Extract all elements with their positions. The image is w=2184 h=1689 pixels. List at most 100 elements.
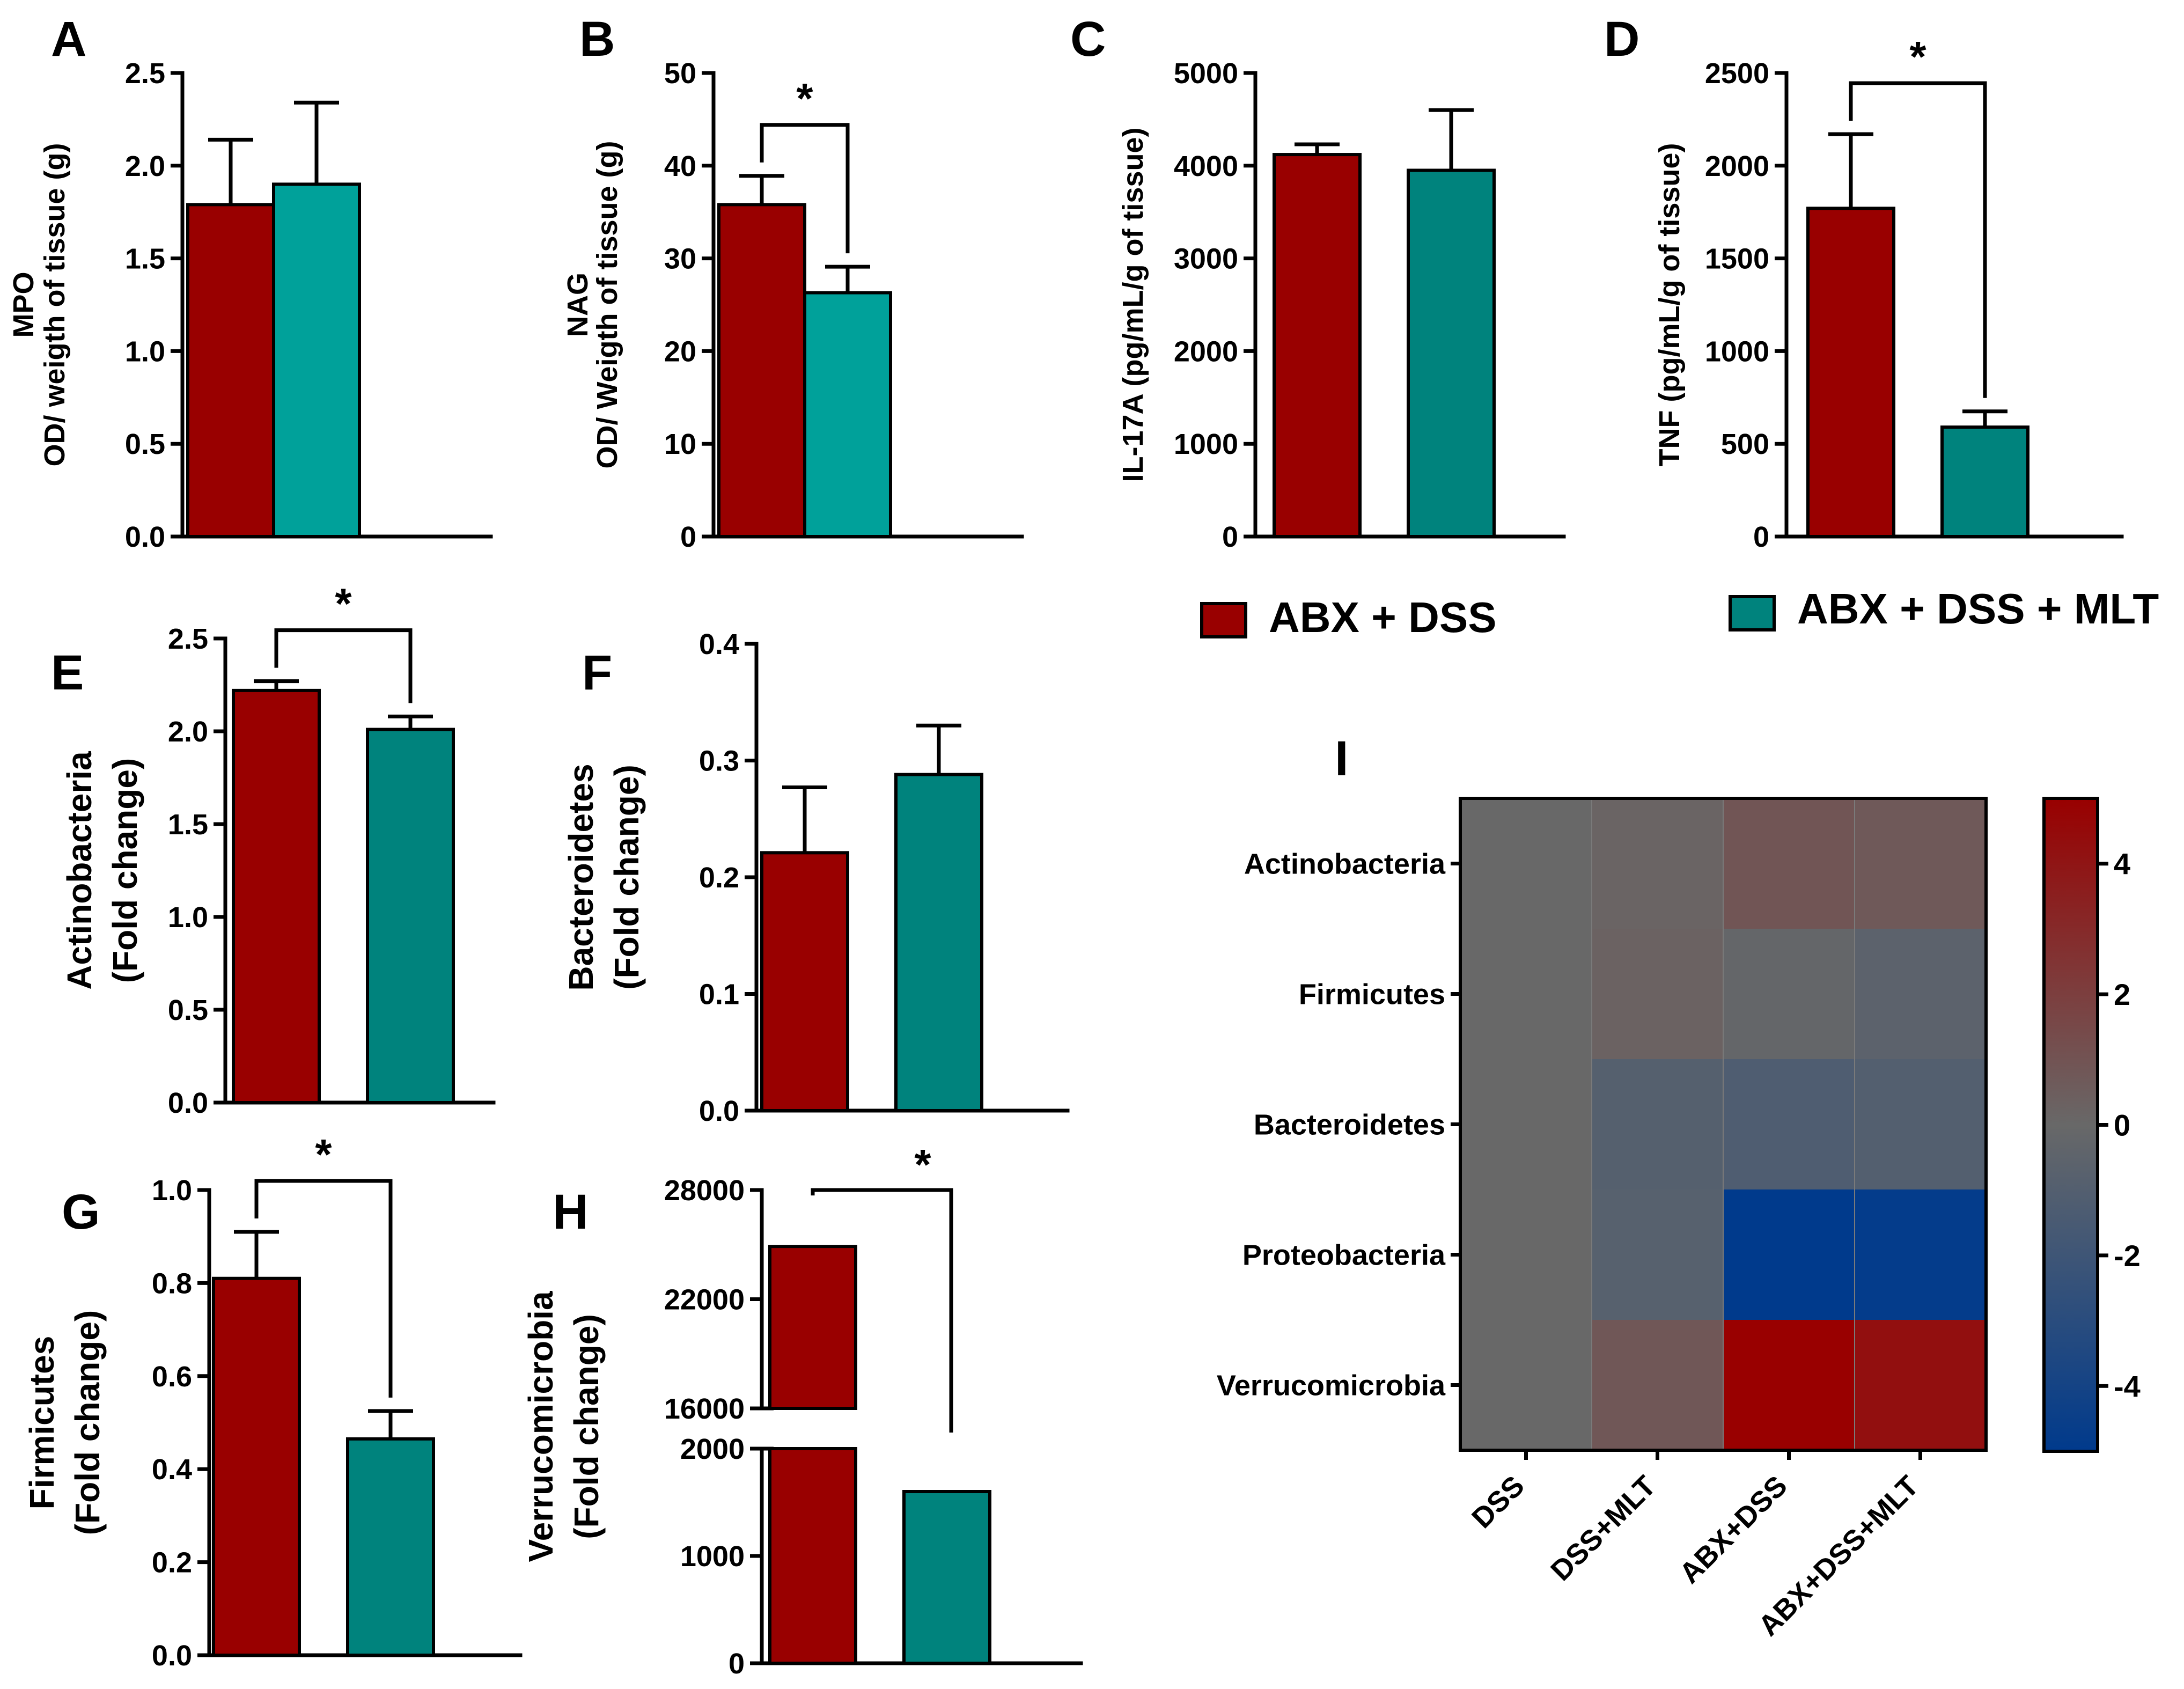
y-axis-label: IL-17A (pg/mL/g of tissue) <box>1117 128 1149 482</box>
y-tick-label: 0.0 <box>125 521 165 553</box>
y-axis-label: Verrucomicrobia <box>521 1291 560 1562</box>
y-tick-label: 0 <box>680 521 696 553</box>
significance-bracket <box>254 1179 393 1398</box>
y-tick-label: 1500 <box>1705 243 1769 275</box>
heat-cell <box>1723 1059 1855 1189</box>
bar-abx-dss-mlt <box>272 182 361 538</box>
y-axis-label: (Fold change) <box>607 765 646 990</box>
colorbar-tick-label: 2 <box>2114 978 2130 1011</box>
y-axis-label: (Fold change) <box>567 1314 606 1539</box>
bar-abx-dss <box>186 203 275 539</box>
bar-abx-dss <box>232 688 321 1104</box>
bar-abx-dss <box>212 1276 301 1657</box>
bar-abx-dss <box>1273 153 1362 538</box>
column-label: DSS <box>1466 1470 1531 1534</box>
y-tick-label: 50 <box>664 57 696 90</box>
significance-bracket <box>760 123 850 254</box>
y-tick-label: 0.5 <box>168 994 208 1026</box>
y-axis-label: Actinobacteria <box>60 751 99 990</box>
y-tick-label: 0.6 <box>152 1361 192 1393</box>
y-tick-label: 2500 <box>1705 57 1769 90</box>
bar-abx-dss-mlt <box>894 773 983 1112</box>
significance-star: * <box>335 580 352 628</box>
panel-label: I <box>1335 731 1349 786</box>
y-tick-label: 0.8 <box>152 1267 192 1299</box>
y-tick-label: 0.2 <box>699 862 739 894</box>
bar-abx-dss <box>760 851 849 1112</box>
y-tick-label: 1000 <box>1705 335 1769 368</box>
heat-cell <box>1592 1059 1723 1189</box>
bar-abx-dss-lower <box>768 1447 857 1665</box>
heat-cell <box>1723 1189 1855 1320</box>
y-tick-label: 4000 <box>1174 150 1238 182</box>
y-tick-label: 10 <box>664 428 696 460</box>
y-axis-label: OD/ weigth of tissue (g) <box>39 143 71 467</box>
bar-abx-dss-mlt <box>1407 168 1496 538</box>
colorbar <box>2042 797 2099 1453</box>
heat-cell <box>1592 929 1723 1059</box>
y-tick-label: 40 <box>664 150 696 182</box>
y-axis-label: NAG <box>562 273 594 337</box>
bar-abx-dss-mlt <box>366 728 455 1105</box>
panel-F: F 0.0 0.1 0.2 0.3 0.4 Bacteroidetes (Fold chang… <box>562 628 1070 1127</box>
heat-cell <box>1460 798 1592 929</box>
y-tick-label: 20 <box>664 335 696 368</box>
significance-star: * <box>796 75 813 122</box>
y-tick-label: 0 <box>1222 521 1238 553</box>
y-tick-label: 0.2 <box>152 1547 192 1579</box>
heat-cell <box>1460 1189 1592 1320</box>
y-tick-label: 2.0 <box>125 150 165 182</box>
y-tick-label: 0.1 <box>699 979 739 1011</box>
heat-cell <box>1723 798 1855 929</box>
y-tick-label: 2.0 <box>168 716 208 748</box>
bar-abx-dss-mlt <box>902 1490 991 1665</box>
heat-cell <box>1723 929 1855 1059</box>
significance-star: * <box>1909 33 1926 80</box>
y-tick-label: 0.0 <box>152 1640 192 1672</box>
y-tick-label: 0.0 <box>168 1087 208 1119</box>
row-label: Actinobacteria <box>1244 848 1446 880</box>
y-tick-label: 1.0 <box>125 335 165 368</box>
panel-label: C <box>1070 12 1106 67</box>
panel-label: A <box>51 12 86 67</box>
y-tick-label: 22000 <box>664 1284 745 1316</box>
y-tick-label: 28000 <box>664 1174 745 1207</box>
legend-swatch <box>1200 602 1247 638</box>
legend-swatch <box>1729 595 1776 631</box>
y-tick-label: 1000 <box>1174 428 1238 460</box>
y-tick-label: 1.5 <box>125 243 165 275</box>
significance-star: * <box>914 1141 931 1188</box>
y-tick-label: 1.0 <box>152 1174 192 1207</box>
y-tick-label: 1.5 <box>168 809 208 841</box>
panel-C: C 0 1000 2000 3000 4000 5000 IL-17A (pg/mL/g of… <box>1070 12 1566 553</box>
significance-star: * <box>315 1130 332 1178</box>
bar-abx-dss-mlt <box>803 291 892 538</box>
y-tick-label: 5000 <box>1174 57 1238 90</box>
significance-bracket <box>811 1188 953 1433</box>
y-tick-label: 0.5 <box>125 428 165 460</box>
heat-cell <box>1460 1059 1592 1189</box>
heat-cell <box>1855 1059 1986 1189</box>
row-label: Bacteroidetes <box>1254 1109 1445 1141</box>
y-axis-label: MPO <box>8 271 40 337</box>
panel-label: E <box>51 645 84 700</box>
panel-D: D 0 500 1000 1500 2000 2500 TNF (pg/mL/g of tis… <box>1604 12 2124 553</box>
heat-cell <box>1855 798 1986 929</box>
heat-cell <box>1723 1320 1855 1450</box>
heat-cell <box>1460 929 1592 1059</box>
row-label: Proteobacteria <box>1242 1239 1446 1272</box>
legend: ABX + DSS ABX + DSS + MLT <box>1200 585 2159 641</box>
panel-label: H <box>553 1185 588 1239</box>
y-tick-label: 2000 <box>1174 335 1238 368</box>
column-label: DSS+MLT <box>1545 1470 1662 1587</box>
y-tick-label: 0.3 <box>699 745 739 777</box>
bar-abx-dss <box>1806 207 1895 538</box>
panel-label: D <box>1604 12 1639 67</box>
row-label: Verrucomicrobia <box>1217 1370 1446 1402</box>
y-tick-label: 1000 <box>680 1540 745 1573</box>
panel-E: E 0.0 0.5 1.0 1.5 2.0 2.5 Actinobacteria (Fold c… <box>51 580 496 1119</box>
y-tick-label: 0.4 <box>152 1453 192 1486</box>
